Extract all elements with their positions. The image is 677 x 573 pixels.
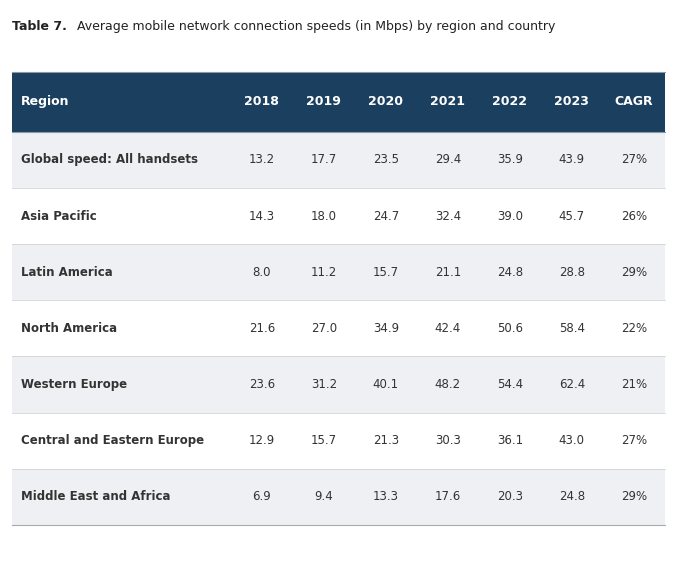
- Text: 34.9: 34.9: [373, 322, 399, 335]
- Text: 2023: 2023: [554, 95, 589, 108]
- Text: 6.9: 6.9: [253, 490, 271, 503]
- Text: Table 7.: Table 7.: [12, 20, 67, 33]
- Text: 31.2: 31.2: [311, 378, 337, 391]
- Text: 2020: 2020: [368, 95, 403, 108]
- Text: 42.4: 42.4: [435, 322, 461, 335]
- Text: Asia Pacific: Asia Pacific: [21, 210, 97, 222]
- Text: 23.6: 23.6: [248, 378, 275, 391]
- Text: 54.4: 54.4: [497, 378, 523, 391]
- Text: 13.3: 13.3: [373, 490, 399, 503]
- Text: 2018: 2018: [244, 95, 279, 108]
- Text: North America: North America: [21, 322, 117, 335]
- Text: 24.7: 24.7: [373, 210, 399, 222]
- Text: 58.4: 58.4: [559, 322, 585, 335]
- Text: 50.6: 50.6: [497, 322, 523, 335]
- Text: 14.3: 14.3: [248, 210, 275, 222]
- Text: 40.1: 40.1: [373, 378, 399, 391]
- Text: Region: Region: [21, 95, 70, 108]
- Text: 29%: 29%: [621, 266, 647, 278]
- Text: 27%: 27%: [621, 154, 647, 166]
- Text: 18.0: 18.0: [311, 210, 337, 222]
- Text: 2022: 2022: [492, 95, 527, 108]
- Text: CAGR: CAGR: [615, 95, 653, 108]
- Text: 62.4: 62.4: [559, 378, 585, 391]
- Text: 29.4: 29.4: [435, 154, 461, 166]
- Text: 24.8: 24.8: [497, 266, 523, 278]
- Text: 43.9: 43.9: [559, 154, 585, 166]
- Text: Western Europe: Western Europe: [21, 378, 127, 391]
- Text: 45.7: 45.7: [559, 210, 585, 222]
- Text: 17.7: 17.7: [311, 154, 337, 166]
- Text: 21.1: 21.1: [435, 266, 461, 278]
- Text: Global speed: All handsets: Global speed: All handsets: [21, 154, 198, 166]
- Text: 36.1: 36.1: [497, 434, 523, 447]
- Text: Middle East and Africa: Middle East and Africa: [21, 490, 171, 503]
- Text: 20.3: 20.3: [497, 490, 523, 503]
- Text: 12.9: 12.9: [248, 434, 275, 447]
- Text: 13.2: 13.2: [248, 154, 275, 166]
- Text: Latin America: Latin America: [21, 266, 113, 278]
- Text: 48.2: 48.2: [435, 378, 461, 391]
- Text: 21%: 21%: [621, 378, 647, 391]
- Text: 24.8: 24.8: [559, 490, 585, 503]
- Text: 30.3: 30.3: [435, 434, 461, 447]
- Text: 32.4: 32.4: [435, 210, 461, 222]
- Text: 17.6: 17.6: [435, 490, 461, 503]
- Text: 27.0: 27.0: [311, 322, 337, 335]
- Text: 26%: 26%: [621, 210, 647, 222]
- Text: 29%: 29%: [621, 490, 647, 503]
- Text: Central and Eastern Europe: Central and Eastern Europe: [21, 434, 204, 447]
- Text: 21.6: 21.6: [248, 322, 275, 335]
- Text: 43.0: 43.0: [559, 434, 585, 447]
- Text: 2021: 2021: [431, 95, 465, 108]
- Text: 8.0: 8.0: [253, 266, 271, 278]
- Text: 28.8: 28.8: [559, 266, 585, 278]
- Text: 15.7: 15.7: [373, 266, 399, 278]
- Text: 39.0: 39.0: [497, 210, 523, 222]
- Text: 21.3: 21.3: [373, 434, 399, 447]
- Text: 9.4: 9.4: [314, 490, 333, 503]
- Text: Average mobile network connection speeds (in Mbps) by region and country: Average mobile network connection speeds…: [77, 20, 555, 33]
- Text: 35.9: 35.9: [497, 154, 523, 166]
- Text: 11.2: 11.2: [311, 266, 337, 278]
- Text: 15.7: 15.7: [311, 434, 337, 447]
- Text: 23.5: 23.5: [373, 154, 399, 166]
- Text: 2019: 2019: [307, 95, 341, 108]
- Text: 27%: 27%: [621, 434, 647, 447]
- Text: 22%: 22%: [621, 322, 647, 335]
